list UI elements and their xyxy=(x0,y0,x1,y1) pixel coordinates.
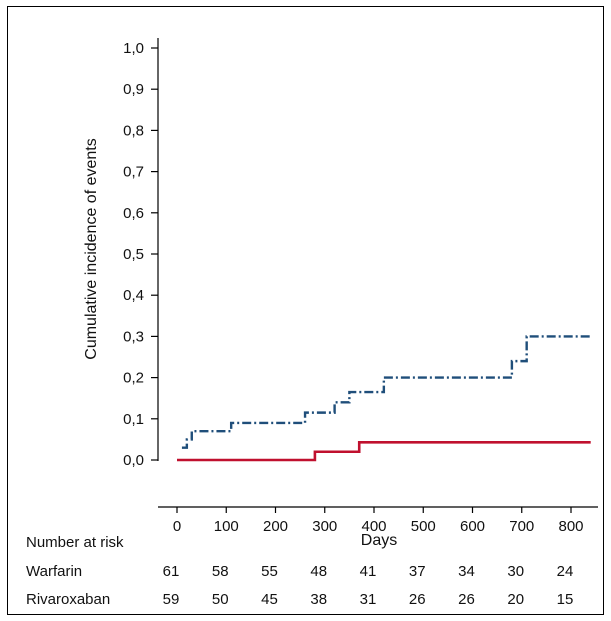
risk-value: 26 xyxy=(458,591,475,608)
risk-value: 38 xyxy=(310,591,327,608)
risk-value: 37 xyxy=(409,563,426,580)
y-tick-label: 0,7 xyxy=(123,164,144,181)
x-tick-label: 700 xyxy=(509,518,534,535)
risk-table: Number at risk Warfarin 61 58 55 48 41 37 34 30 2… xyxy=(26,534,573,608)
y-ticks: 0,0 0,1 0,2 0,3 0,4 0,5 0,6 0,7 0,8 0,9 1,0 xyxy=(123,40,158,469)
risk-value: 45 xyxy=(261,591,278,608)
risk-value: 59 xyxy=(163,591,180,608)
risk-value: 24 xyxy=(557,563,574,580)
series-line-solid xyxy=(177,440,591,462)
y-tick-label: 0,2 xyxy=(123,370,144,387)
risk-value: 55 xyxy=(261,563,278,580)
risk-value: 20 xyxy=(507,591,524,608)
series-group xyxy=(177,335,591,462)
x-ticks: 0 100 200 300 400 500 600 700 800 xyxy=(173,507,584,535)
x-tick-label: 300 xyxy=(312,518,337,535)
axes xyxy=(157,38,598,508)
figure-frame xyxy=(7,6,604,615)
risk-value: 50 xyxy=(212,591,229,608)
x-tick-label: 800 xyxy=(558,518,583,535)
y-tick-label: 0,1 xyxy=(123,411,144,428)
risk-value: 61 xyxy=(163,563,180,580)
risk-value: 30 xyxy=(507,563,524,580)
y-tick-label: 0,4 xyxy=(123,287,144,304)
x-tick-label: 200 xyxy=(263,518,288,535)
x-tick-label: 500 xyxy=(411,518,436,535)
risk-value: 26 xyxy=(409,591,426,608)
x-tick-label: 600 xyxy=(460,518,485,535)
y-tick-label: 0,5 xyxy=(123,246,144,263)
risk-value: 58 xyxy=(212,563,229,580)
risk-value: 15 xyxy=(557,591,574,608)
risk-row-label: Rivaroxaban xyxy=(26,591,110,608)
x-axis-label: Days xyxy=(361,532,397,549)
y-tick-label: 0,9 xyxy=(123,81,144,98)
x-tick-label: 100 xyxy=(214,518,239,535)
series-line-dashdot xyxy=(181,335,591,449)
y-tick-label: 0,0 xyxy=(123,452,144,469)
x-tick-label: 0 xyxy=(173,518,181,535)
risk-row-label: Warfarin xyxy=(26,563,82,580)
risk-value: 48 xyxy=(310,563,327,580)
risk-value: 31 xyxy=(360,591,377,608)
y-tick-label: 0,8 xyxy=(123,122,144,139)
y-tick-label: 1,0 xyxy=(123,40,144,57)
risk-value: 41 xyxy=(360,563,377,580)
risk-value: 34 xyxy=(458,563,475,580)
risk-table-header: Number at risk xyxy=(26,534,124,551)
y-tick-label: 0,6 xyxy=(123,205,144,222)
x-tick-label: 400 xyxy=(361,518,386,535)
y-tick-label: 0,3 xyxy=(123,328,144,345)
y-axis-label: Cumulative incidence of events xyxy=(83,138,100,359)
